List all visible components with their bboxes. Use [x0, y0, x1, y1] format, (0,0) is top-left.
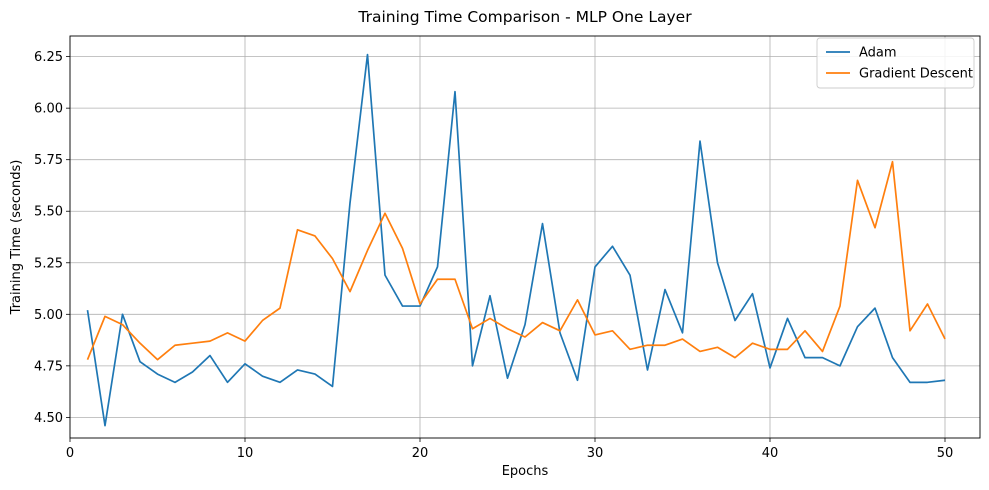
y-axis-label: Training Time (seconds) — [9, 160, 24, 316]
legend-box — [816, 37, 975, 89]
y-tick-label: 4.75 — [34, 359, 63, 374]
x-tick-label: 10 — [237, 446, 254, 461]
legend: Adam Gradient Descent — [816, 37, 975, 89]
chart-title: Training Time Comparison - MLP One Layer — [357, 8, 692, 26]
legend-label: Adam — [859, 46, 897, 61]
x-tick-label: 50 — [937, 446, 954, 461]
x-tick-label: 40 — [762, 446, 779, 461]
x-tick-label: 0 — [66, 446, 74, 461]
legend-label: Gradient Descent — [859, 67, 973, 82]
y-tick-label: 5.75 — [34, 153, 63, 168]
grid-lines — [69, 36, 980, 438]
y-tick-label: 4.50 — [34, 411, 63, 426]
x-tick-label: 20 — [412, 446, 429, 461]
y-tick-label: 6.25 — [34, 50, 63, 65]
y-tick-label: 6.00 — [34, 102, 63, 117]
y-tick-label: 5.25 — [34, 256, 63, 271]
x-axis-ticks: 0 10 20 30 40 50 — [66, 438, 953, 461]
y-axis-ticks: 4.50 4.75 5.00 5.25 5.50 5.75 6.00 6.25 — [34, 50, 70, 426]
y-tick-label: 5.50 — [34, 205, 63, 220]
series-line-adam — [86, 53, 946, 427]
x-axis-label: Epochs — [502, 464, 549, 479]
series-line-gradient-descent — [86, 160, 946, 361]
y-tick-label: 5.00 — [34, 308, 63, 323]
plot-area-frame — [69, 35, 981, 439]
series-lines — [86, 53, 946, 427]
x-tick-label: 30 — [587, 446, 604, 461]
